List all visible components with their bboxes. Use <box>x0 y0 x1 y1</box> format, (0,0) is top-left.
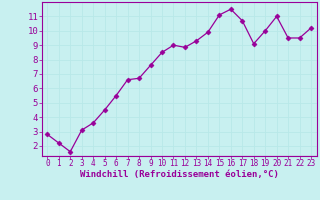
X-axis label: Windchill (Refroidissement éolien,°C): Windchill (Refroidissement éolien,°C) <box>80 170 279 179</box>
